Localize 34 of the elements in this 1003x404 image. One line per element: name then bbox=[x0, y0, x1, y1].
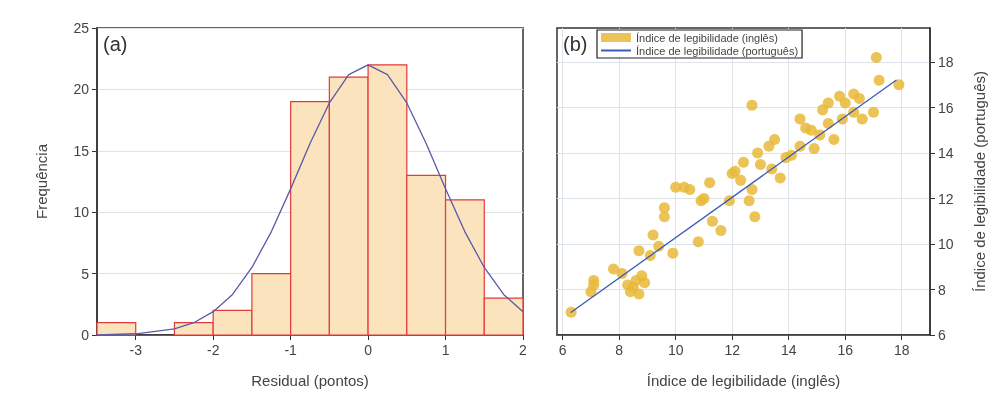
y-tick-label: 10 bbox=[938, 236, 954, 253]
y-tick-label: 12 bbox=[938, 190, 954, 207]
x-tick-label: 1 bbox=[441, 342, 450, 358]
y-tick-label: 25 bbox=[73, 20, 90, 36]
x-tick-label: -2 bbox=[206, 342, 220, 358]
x-tick-label: 2 bbox=[519, 342, 528, 358]
x-tick-label: 18 bbox=[893, 342, 910, 358]
legend-label: Índice de legibilidade (português) bbox=[636, 44, 799, 57]
x-tick-label: 6 bbox=[558, 342, 567, 358]
y-tick-label: 5 bbox=[81, 265, 90, 282]
x-tick-label: 12 bbox=[724, 342, 741, 358]
y-tick-label: 16 bbox=[938, 99, 954, 116]
y-tick-label: 14 bbox=[938, 145, 954, 162]
y-tick-label: 0 bbox=[81, 327, 90, 343]
annotation: (a) bbox=[103, 33, 128, 55]
x-tick-label: 14 bbox=[780, 342, 797, 358]
y-tick-label: 18 bbox=[938, 54, 954, 71]
x-axis-title: Índice de legibilidade (inglês) bbox=[646, 372, 841, 389]
y-axis-title: Frequência bbox=[33, 143, 50, 220]
x-tick-label: 8 bbox=[615, 342, 624, 358]
y-axis-title: Índice de legibilidade (português) bbox=[971, 71, 988, 292]
x-tick-label: 0 bbox=[364, 342, 373, 358]
x-tick-label: 16 bbox=[837, 342, 854, 358]
y-tick-label: 15 bbox=[73, 142, 90, 159]
y-tick-label: 6 bbox=[938, 327, 946, 343]
x-tick-label: -1 bbox=[284, 342, 298, 358]
x-tick-label: 10 bbox=[667, 342, 684, 358]
y-tick-label: 8 bbox=[938, 281, 946, 298]
x-tick-label: -3 bbox=[129, 342, 143, 358]
annotation: (b) bbox=[563, 33, 588, 55]
x-axis-title: Residual (pontos) bbox=[251, 372, 369, 389]
legend-label: Índice de legibilidade (inglês) bbox=[636, 31, 778, 44]
y-tick-label: 10 bbox=[73, 204, 90, 221]
y-tick-label: 20 bbox=[73, 81, 90, 98]
